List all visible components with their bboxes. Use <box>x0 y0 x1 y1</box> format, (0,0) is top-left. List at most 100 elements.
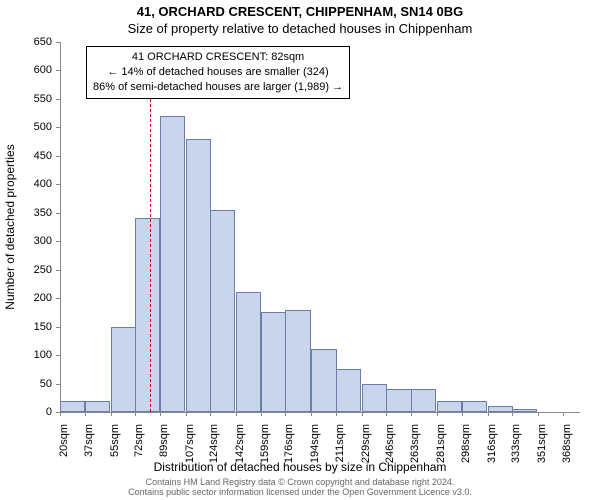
x-tick-label: 142sqm <box>234 424 246 463</box>
histogram-bar <box>462 401 487 412</box>
histogram-bar <box>336 369 361 412</box>
histogram-bar <box>111 327 136 412</box>
y-tick-label: 150 <box>22 321 52 333</box>
y-tick-label: 100 <box>22 349 52 361</box>
x-tick <box>60 412 61 416</box>
x-tick-label: 107sqm <box>184 424 196 463</box>
histogram-bar <box>362 384 387 412</box>
y-tick-label: 500 <box>22 121 52 133</box>
y-tick-label: 450 <box>22 150 52 162</box>
y-tick-label: 50 <box>22 378 52 390</box>
y-tick <box>56 355 60 356</box>
y-tick-label: 550 <box>22 93 52 105</box>
y-tick <box>56 156 60 157</box>
y-tick-label: 350 <box>22 207 52 219</box>
histogram-bar <box>236 292 261 412</box>
annotation-line-1: 41 ORCHARD CRESCENT: 82sqm <box>93 50 343 65</box>
x-tick <box>336 412 337 416</box>
histogram-bar <box>311 349 336 412</box>
property-marker-line <box>150 94 151 412</box>
y-tick <box>56 127 60 128</box>
y-tick-label: 300 <box>22 235 52 247</box>
histogram-bar <box>210 210 235 412</box>
x-tick <box>437 412 438 416</box>
histogram-bar <box>135 218 160 412</box>
x-tick <box>488 412 489 416</box>
y-tick <box>56 99 60 100</box>
x-tick-label: 281sqm <box>435 424 447 463</box>
y-tick <box>56 42 60 43</box>
x-axis-line <box>60 412 580 413</box>
x-tick-label: 263sqm <box>409 424 421 463</box>
x-tick <box>210 412 211 416</box>
histogram-bar <box>186 139 211 412</box>
x-tick <box>261 412 262 416</box>
y-tick <box>56 241 60 242</box>
histogram-bar <box>160 116 185 412</box>
y-tick-label: 250 <box>22 264 52 276</box>
y-tick <box>56 70 60 71</box>
x-tick-label: 298sqm <box>460 424 472 463</box>
x-tick-label: 368sqm <box>561 424 573 463</box>
x-tick-label: 176sqm <box>283 424 295 463</box>
footnote-line-1: Contains HM Land Registry data © Crown c… <box>146 477 455 487</box>
histogram-bar <box>261 312 286 412</box>
footnote-line-2: Contains public sector information licen… <box>128 487 472 497</box>
x-tick-label: 124sqm <box>208 424 220 463</box>
x-tick <box>186 412 187 416</box>
x-tick-label: 37sqm <box>83 424 95 457</box>
x-tick <box>462 412 463 416</box>
y-tick-label: 400 <box>22 178 52 190</box>
y-tick-label: 600 <box>22 64 52 76</box>
x-tick <box>160 412 161 416</box>
x-axis-label: Distribution of detached houses by size … <box>0 460 600 474</box>
x-tick <box>362 412 363 416</box>
x-tick-label: 194sqm <box>309 424 321 463</box>
x-tick <box>111 412 112 416</box>
annotation-line-3: 86% of semi-detached houses are larger (… <box>93 80 343 95</box>
histogram-bar <box>437 401 462 412</box>
y-tick-label: 200 <box>22 292 52 304</box>
x-tick <box>135 412 136 416</box>
x-tick-label: 316sqm <box>486 424 498 463</box>
x-tick-label: 246sqm <box>384 424 396 463</box>
histogram-bar <box>386 389 411 412</box>
y-axis-label: Number of detached properties <box>3 144 17 309</box>
x-tick <box>311 412 312 416</box>
x-tick <box>563 412 564 416</box>
x-tick <box>85 412 86 416</box>
y-tick <box>56 184 60 185</box>
annotation-line-2: ← 14% of detached houses are smaller (32… <box>93 65 343 80</box>
y-tick-label: 0 <box>22 406 52 418</box>
x-tick-label: 159sqm <box>259 424 271 463</box>
histogram-bar <box>60 401 85 412</box>
y-tick-label: 650 <box>22 36 52 48</box>
x-tick <box>386 412 387 416</box>
chart-title-address: 41, ORCHARD CRESCENT, CHIPPENHAM, SN14 0… <box>0 4 600 19</box>
y-tick <box>56 298 60 299</box>
x-tick-label: 55sqm <box>109 424 121 457</box>
histogram-bar <box>488 406 513 412</box>
y-tick <box>56 213 60 214</box>
annotation-box: 41 ORCHARD CRESCENT: 82sqm ← 14% of deta… <box>86 46 350 99</box>
chart-plot-area: 050100150200250300350400450500550600650 … <box>60 42 580 412</box>
footnote: Contains HM Land Registry data © Crown c… <box>0 478 600 498</box>
histogram-bar <box>85 401 110 412</box>
y-axis-line <box>60 42 61 412</box>
x-tick-label: 229sqm <box>360 424 372 463</box>
x-tick <box>411 412 412 416</box>
x-tick-label: 20sqm <box>58 424 70 457</box>
chart-title-description: Size of property relative to detached ho… <box>0 21 600 36</box>
x-tick-label: 333sqm <box>510 424 522 463</box>
x-tick <box>538 412 539 416</box>
histogram-bar <box>411 389 436 412</box>
x-tick <box>236 412 237 416</box>
histogram-bar <box>285 310 310 412</box>
x-tick-label: 351sqm <box>536 424 548 463</box>
x-tick-label: 89sqm <box>158 424 170 457</box>
x-tick <box>285 412 286 416</box>
y-tick <box>56 384 60 385</box>
histogram-bar <box>512 409 537 412</box>
x-tick-label: 211sqm <box>334 424 346 462</box>
y-tick <box>56 327 60 328</box>
